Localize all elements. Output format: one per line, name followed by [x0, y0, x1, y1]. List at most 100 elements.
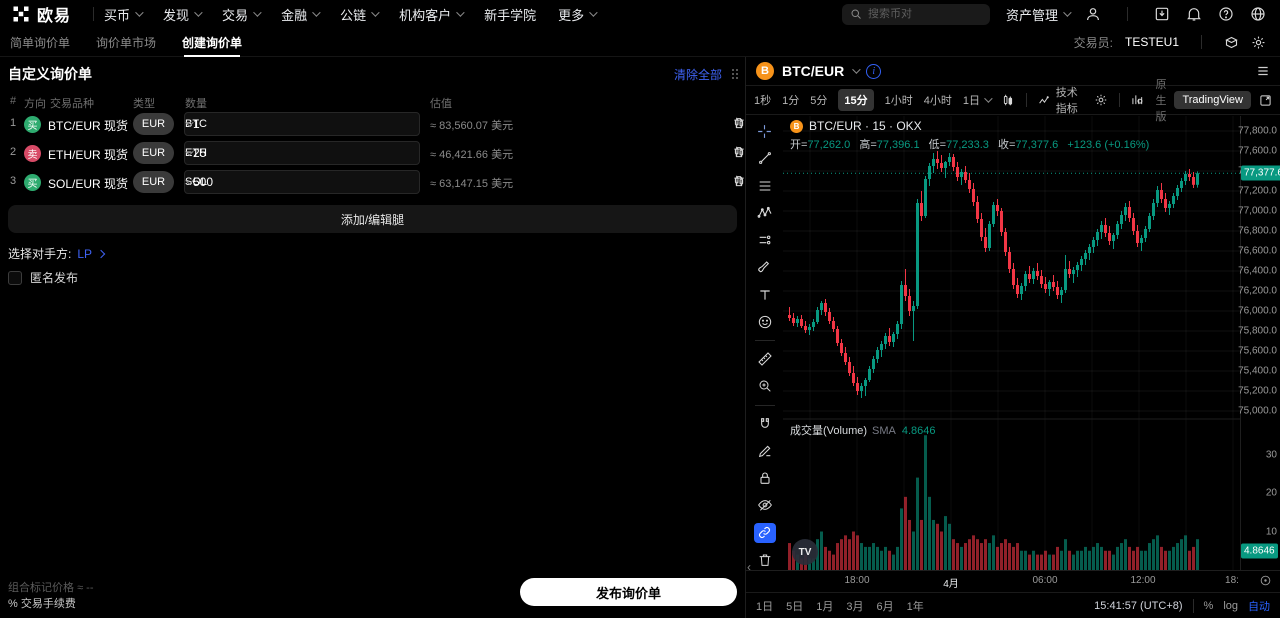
collapse-toolbar-arrow-icon[interactable]: ‹	[747, 560, 751, 574]
chevron-down-icon	[312, 8, 321, 17]
chevron-down-icon	[589, 8, 598, 17]
rfq-subnav: 简单询价单 询价单市场 创建询价单 交易员: TESTEU1	[0, 28, 1280, 57]
range-3mo[interactable]: 3月	[846, 600, 864, 613]
market-replay-icon[interactable]	[1130, 93, 1144, 107]
user-icon[interactable]	[1085, 6, 1101, 22]
menu-more[interactable]: 更多	[558, 5, 598, 24]
fullscreen-icon[interactable]	[1259, 94, 1272, 107]
auto-scale-toggle[interactable]: 自动	[1248, 600, 1270, 613]
okx-logo[interactable]: 欧易	[0, 2, 83, 26]
tradingview-watermark-logo[interactable]: TV	[792, 539, 818, 565]
settings-gear-icon[interactable]	[1251, 35, 1266, 50]
orders-box-icon[interactable]	[1224, 35, 1239, 50]
lock-all-icon[interactable]	[754, 468, 776, 488]
add-edit-legs-button[interactable]: 添加/编辑腿	[8, 205, 737, 233]
amount-input[interactable]	[185, 146, 419, 160]
fee-link[interactable]: % 交易手续费	[8, 598, 76, 610]
tf-4h[interactable]: 4小时	[923, 95, 952, 107]
leg-type-selector[interactable]: EUR	[133, 113, 174, 135]
crosshair-tool-icon[interactable]	[754, 121, 776, 141]
menu-institutional[interactable]: 机构客户	[399, 5, 465, 24]
menu-trade[interactable]: 交易	[222, 5, 262, 24]
leg-pair[interactable]: BTC/EUR 现货	[48, 119, 129, 133]
tf-15m[interactable]: 15分	[838, 89, 874, 111]
brush-tool-icon[interactable]	[754, 257, 776, 277]
volume-tick: 30	[1265, 449, 1277, 460]
range-5d[interactable]: 5日	[786, 600, 804, 613]
notifications-bell-icon[interactable]	[1186, 6, 1202, 22]
delete-leg-icon[interactable]	[732, 116, 746, 130]
tab-rfq-market[interactable]: 询价单市场	[96, 35, 157, 50]
sync-link-icon[interactable]	[753, 522, 776, 543]
tf-1s[interactable]: 1秒	[754, 95, 772, 107]
leg-pair[interactable]: ETH/EUR 现货	[48, 148, 129, 162]
pair-selector[interactable]: BTC/EUR	[782, 63, 845, 79]
range-1y[interactable]: 1年	[906, 600, 924, 613]
amount-input[interactable]	[185, 117, 419, 131]
chart-settings-gear-icon[interactable]	[1094, 93, 1108, 107]
text-tool-icon[interactable]	[754, 285, 776, 305]
tab-create-rfq[interactable]: 创建询价单	[182, 28, 242, 57]
remove-drawings-trash-icon[interactable]	[754, 550, 776, 570]
delete-leg-icon[interactable]	[732, 145, 746, 159]
trendline-tool-icon[interactable]	[754, 148, 776, 168]
hide-drawings-eye-icon[interactable]	[754, 495, 776, 515]
chart-style-icon[interactable]	[1001, 93, 1015, 107]
assets-menu[interactable]: 资产管理	[1006, 5, 1072, 24]
counterparty-link[interactable]: LP	[77, 246, 93, 261]
panel-handle-icon[interactable]	[730, 68, 740, 80]
range-1d[interactable]: 1日	[756, 600, 774, 613]
pattern-tool-icon[interactable]	[754, 203, 776, 223]
draw-lock-icon[interactable]	[754, 441, 776, 461]
chart-clock[interactable]: 15:41:57 (UTC+8)	[1094, 599, 1183, 612]
menu-chain[interactable]: 公链	[340, 5, 380, 24]
percent-scale-toggle[interactable]: %	[1203, 599, 1214, 612]
range-6mo[interactable]: 6月	[876, 600, 894, 613]
candlestick-chart[interactable]	[783, 116, 1240, 570]
leg-type-selector[interactable]: EUR	[133, 142, 174, 164]
menu-discover[interactable]: 发现	[163, 5, 203, 24]
search-input[interactable]	[867, 8, 982, 20]
okx-logo-icon	[12, 5, 30, 23]
measure-tool-icon[interactable]	[754, 349, 776, 369]
tf-1m[interactable]: 1分	[782, 95, 800, 107]
tf-1h[interactable]: 1小时	[884, 95, 913, 107]
position-tool-icon[interactable]	[754, 230, 776, 250]
info-icon[interactable]: i	[866, 63, 882, 79]
menu-finance[interactable]: 金融	[281, 5, 321, 24]
anonymous-checkbox[interactable]	[8, 270, 22, 285]
chart-legend-title[interactable]: BTC/EUR · 15 · OKX	[809, 119, 922, 133]
search-box[interactable]	[841, 3, 990, 25]
time-tick: 18:00	[844, 575, 870, 586]
publish-rfq-button[interactable]: 发布询价单	[520, 578, 737, 606]
side-buy-badge: 买	[24, 116, 41, 133]
menu-buy-crypto[interactable]: 买币	[104, 5, 144, 24]
download-app-icon[interactable]	[1154, 6, 1170, 22]
time-axis[interactable]: 18:00 4月 06:00 12:00 18:	[746, 570, 1280, 592]
clear-all-link[interactable]: 清除全部	[673, 67, 722, 82]
magnet-tool-icon[interactable]	[754, 414, 776, 434]
main-menu: 买币 发现 交易 金融 公链 机构客户 新手学院 更多	[104, 5, 598, 24]
tf-1d[interactable]: 1日	[963, 92, 993, 108]
indicators-button[interactable]: 技术指标	[1038, 84, 1083, 116]
leg-pair[interactable]: SOL/EUR 现货	[48, 177, 129, 191]
menu-academy[interactable]: 新手学院	[484, 7, 537, 23]
zoom-in-tool-icon[interactable]	[754, 376, 776, 396]
fib-tool-icon[interactable]	[754, 176, 776, 196]
log-scale-toggle[interactable]: log	[1223, 599, 1238, 612]
emoji-tool-icon[interactable]	[754, 312, 776, 332]
tradingview-tab[interactable]: TradingView	[1174, 91, 1251, 109]
delete-leg-icon[interactable]	[732, 174, 746, 188]
scroll-to-realtime-icon[interactable]	[1259, 574, 1272, 587]
tf-5m[interactable]: 5分	[810, 95, 828, 107]
native-version-tab[interactable]: 原生版	[1155, 79, 1167, 123]
help-icon[interactable]	[1218, 6, 1234, 22]
language-globe-icon[interactable]	[1250, 6, 1266, 22]
range-1mo[interactable]: 1月	[816, 600, 834, 613]
leg-valuation: ≈ 63,147.15 美元	[430, 178, 514, 190]
leg-type-selector[interactable]: EUR	[133, 171, 174, 193]
amount-input[interactable]	[185, 175, 419, 189]
price-axis[interactable]: 77,800.077,600.077,400.077,200.077,000.0…	[1238, 116, 1280, 570]
tab-simple-rfq[interactable]: 简单询价单	[10, 35, 71, 50]
chart-menu-icon[interactable]	[1256, 64, 1270, 78]
